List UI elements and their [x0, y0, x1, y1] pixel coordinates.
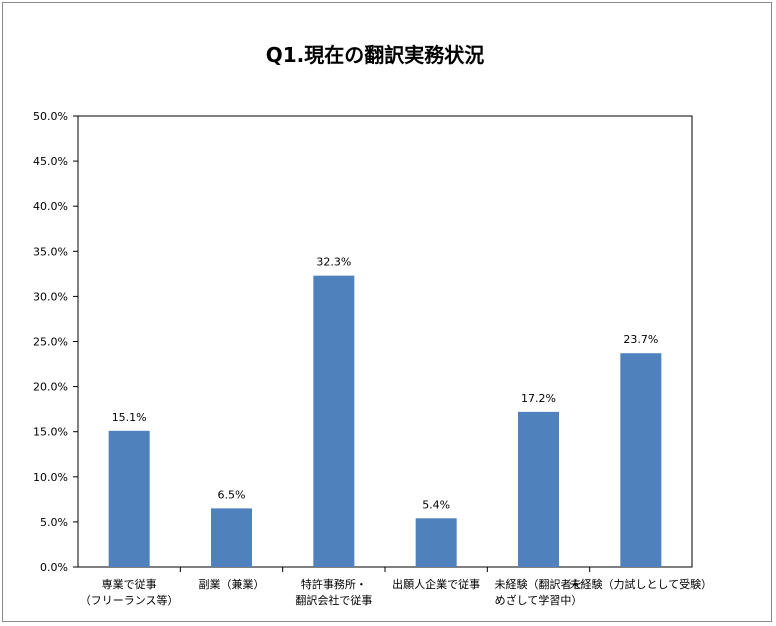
data-label: 5.4%: [422, 498, 450, 511]
plot-area: [77, 115, 693, 568]
data-label: 17.2%: [521, 392, 556, 405]
y-tick-label: 30.0%: [33, 290, 68, 303]
y-tick-label: 5.0%: [40, 516, 68, 529]
y-axis-ticks: 0.0% 5.0% 10.0% 15.0% 20.0% 25.0% 30.0% 35.0% 40…: [33, 110, 78, 574]
bar: [211, 508, 252, 567]
bar: [108, 430, 150, 567]
category-label: 未経験（翻訳者を: [495, 577, 583, 591]
y-tick-label: 35.0%: [33, 245, 68, 258]
y-tick-label: 45.0%: [33, 155, 68, 168]
category-label: （フリーランス等）: [80, 593, 179, 607]
data-label: 32.3%: [316, 256, 351, 269]
y-tick-label: 50.0%: [33, 110, 68, 123]
bars: [108, 275, 662, 567]
plot-area-border: [77, 115, 693, 568]
category-label: 特許事務所・: [301, 577, 367, 591]
category-label: 出願人企業で従事: [392, 577, 480, 591]
category-label: めざして学習中）: [495, 593, 583, 607]
category-label: 翻訳会社で従事: [295, 593, 372, 607]
category-label: 専業で従事: [102, 578, 157, 591]
data-label: 23.7%: [623, 333, 658, 346]
y-tick-label: 40.0%: [33, 200, 68, 213]
bar: [620, 353, 662, 567]
data-label: 15.1%: [112, 411, 147, 424]
data-labels: 15.1% 6.5% 32.3% 5.4% 17.2% 23.7%: [112, 256, 659, 512]
chart-title: Q1.現在の翻訳実務状況: [266, 43, 485, 67]
y-tick-label: 10.0%: [33, 471, 68, 484]
y-tick-label: 20.0%: [33, 381, 68, 394]
category-labels: 専業で従事 （フリーランス等） 副業（兼業） 特許事務所・翻訳会社で従事 出願人企業で従…: [80, 567, 712, 607]
y-tick-label: 25.0%: [33, 336, 68, 349]
y-tick-label: 15.0%: [33, 426, 68, 439]
category-label: 副業（兼業）: [199, 578, 265, 591]
data-label: 6.5%: [218, 488, 246, 501]
bar: [518, 411, 559, 567]
y-tick-label: 0.0%: [40, 561, 68, 574]
bar: [415, 518, 457, 567]
bar: [313, 275, 355, 567]
category-label: 未経験（力試しとして受験）: [569, 577, 712, 591]
